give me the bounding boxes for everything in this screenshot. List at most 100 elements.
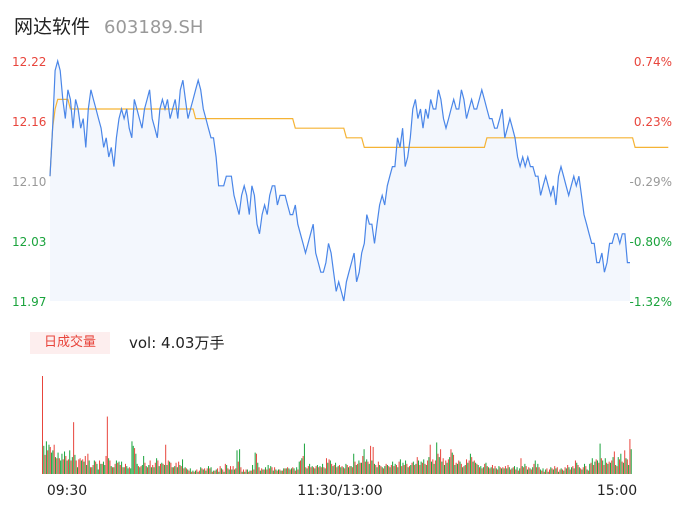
volume-bar <box>112 467 114 474</box>
volume-bar <box>423 459 425 474</box>
volume-bar <box>554 466 556 474</box>
volume-bar <box>137 466 139 474</box>
volume-bar <box>70 460 72 474</box>
volume-bar <box>611 460 613 474</box>
volume-bar <box>183 468 185 474</box>
volume-bar <box>469 453 471 474</box>
volume-bar <box>520 458 522 474</box>
volume-bar <box>303 443 305 474</box>
volume-bar <box>533 463 535 474</box>
volume-bar <box>521 466 523 474</box>
volume-bar <box>193 471 195 474</box>
volume-bar <box>344 468 346 474</box>
volume-bar <box>362 455 364 474</box>
volume-bar <box>476 463 478 474</box>
volume-bar <box>156 458 158 474</box>
volume-bar <box>178 461 180 474</box>
volume-bar <box>628 464 630 474</box>
volume-bar <box>101 463 103 474</box>
volume-bar <box>506 468 508 474</box>
volume-bar <box>539 469 541 474</box>
volume-bar <box>466 459 468 474</box>
volume-bar <box>442 458 444 474</box>
volume-bar <box>134 448 136 474</box>
volume-bar <box>526 469 528 474</box>
volume-bar <box>581 469 583 474</box>
volume-bar <box>574 460 576 474</box>
volume-bar <box>552 469 554 474</box>
volume-bar <box>463 466 465 474</box>
volume-bar <box>384 466 386 474</box>
volume-bar <box>511 468 513 474</box>
volume-bar <box>127 468 129 474</box>
volume-bar <box>152 464 154 474</box>
volume-bar <box>77 467 79 474</box>
volume-bar <box>514 466 515 474</box>
volume-bar <box>418 460 420 474</box>
volume-bar <box>135 453 137 474</box>
volume-bar <box>314 468 316 474</box>
volume-bar <box>272 470 274 474</box>
volume-bar <box>484 463 486 474</box>
volume-bar <box>564 467 566 474</box>
volume-bar <box>154 462 156 474</box>
volume-bar <box>300 460 302 474</box>
volume-bar <box>464 464 466 474</box>
volume-bar <box>558 471 560 474</box>
volume-bar <box>516 467 518 474</box>
volume-bar <box>481 468 483 474</box>
volume-bar <box>543 471 545 474</box>
volume-bar <box>576 462 578 474</box>
volume-bar <box>416 457 418 474</box>
volume-bar <box>624 450 626 474</box>
volume-bar <box>89 467 91 474</box>
volume-bar <box>561 469 563 474</box>
volume-bar <box>328 459 330 474</box>
volume-bar <box>144 462 146 474</box>
volume-bar <box>43 445 45 474</box>
volume-bar <box>100 463 102 474</box>
volume-bar <box>235 468 237 474</box>
volume-bar <box>64 451 66 474</box>
volume-bar <box>550 467 552 474</box>
volume-bar <box>56 458 58 474</box>
volume-bar <box>246 469 248 474</box>
volume-bar <box>394 463 396 474</box>
volume-bar <box>95 461 97 474</box>
volume-bar <box>192 470 194 474</box>
volume-bar <box>58 458 60 474</box>
volume-bar <box>211 471 213 474</box>
volume-bar <box>529 468 531 474</box>
volume-bar <box>302 455 304 474</box>
volume-bar <box>350 466 352 474</box>
volume-bar <box>104 464 106 474</box>
volume-bar <box>318 467 320 474</box>
volume-bar <box>86 464 88 474</box>
volume-bar <box>62 459 64 474</box>
volume-bar <box>292 467 294 474</box>
volume-bar <box>254 452 256 474</box>
volume-bar <box>530 469 532 474</box>
volume-bar <box>563 470 565 474</box>
volume-bar <box>499 467 501 474</box>
volume-bar <box>441 461 443 474</box>
volume-bar <box>191 471 193 474</box>
volume-bar <box>209 468 211 474</box>
volume-bar <box>460 463 462 474</box>
daily-volume-badge[interactable]: 日成交量 <box>30 332 110 354</box>
volume-bar <box>316 464 318 474</box>
volume-bar <box>206 468 208 474</box>
volume-bar <box>353 453 355 474</box>
volume-bar <box>467 462 469 474</box>
volume-bar <box>296 467 298 474</box>
volume-bar <box>459 461 461 474</box>
volume-bar <box>364 461 366 474</box>
volume-bar <box>425 464 427 474</box>
price-area <box>50 61 630 301</box>
volume-bar <box>124 463 126 474</box>
volume-bar <box>507 464 509 474</box>
volume-bar <box>357 463 359 474</box>
volume-bar <box>434 460 436 474</box>
volume-bar <box>54 457 56 474</box>
volume-bar <box>66 460 68 474</box>
